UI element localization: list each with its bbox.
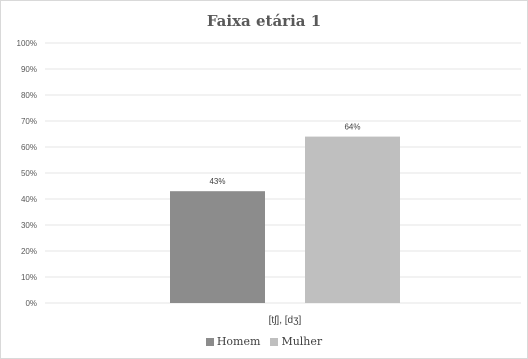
- legend-label: Homem: [216, 335, 261, 348]
- data-label: 64%: [344, 123, 360, 132]
- legend: Homem Mulher: [1, 335, 527, 348]
- legend-swatch: [270, 337, 279, 346]
- data-label: 43%: [209, 177, 225, 186]
- y-tick-label: 30%: [21, 221, 37, 230]
- y-tick-label: 0%: [25, 299, 37, 308]
- y-tick-label: 100%: [17, 39, 37, 48]
- legend-swatch: [205, 337, 214, 346]
- bar-homem: [170, 191, 265, 303]
- chart-title: Faixa etária 1: [206, 12, 322, 30]
- legend-item-mulher: Mulher: [270, 335, 322, 348]
- y-tick-label: 10%: [21, 273, 37, 282]
- bar-mulher: [305, 136, 400, 303]
- y-tick-label: 80%: [21, 91, 37, 100]
- x-category-label: [tʃ], [dʒ]: [269, 315, 302, 326]
- y-tick-label: 50%: [21, 169, 37, 178]
- legend-item-homem: Homem: [205, 335, 261, 348]
- legend-label: Mulher: [281, 335, 323, 348]
- y-tick-label: 20%: [21, 247, 37, 256]
- y-tick-label: 40%: [21, 195, 37, 204]
- y-tick-label: 90%: [21, 65, 37, 74]
- y-tick-label: 70%: [21, 117, 37, 126]
- y-tick-label: 60%: [21, 143, 37, 152]
